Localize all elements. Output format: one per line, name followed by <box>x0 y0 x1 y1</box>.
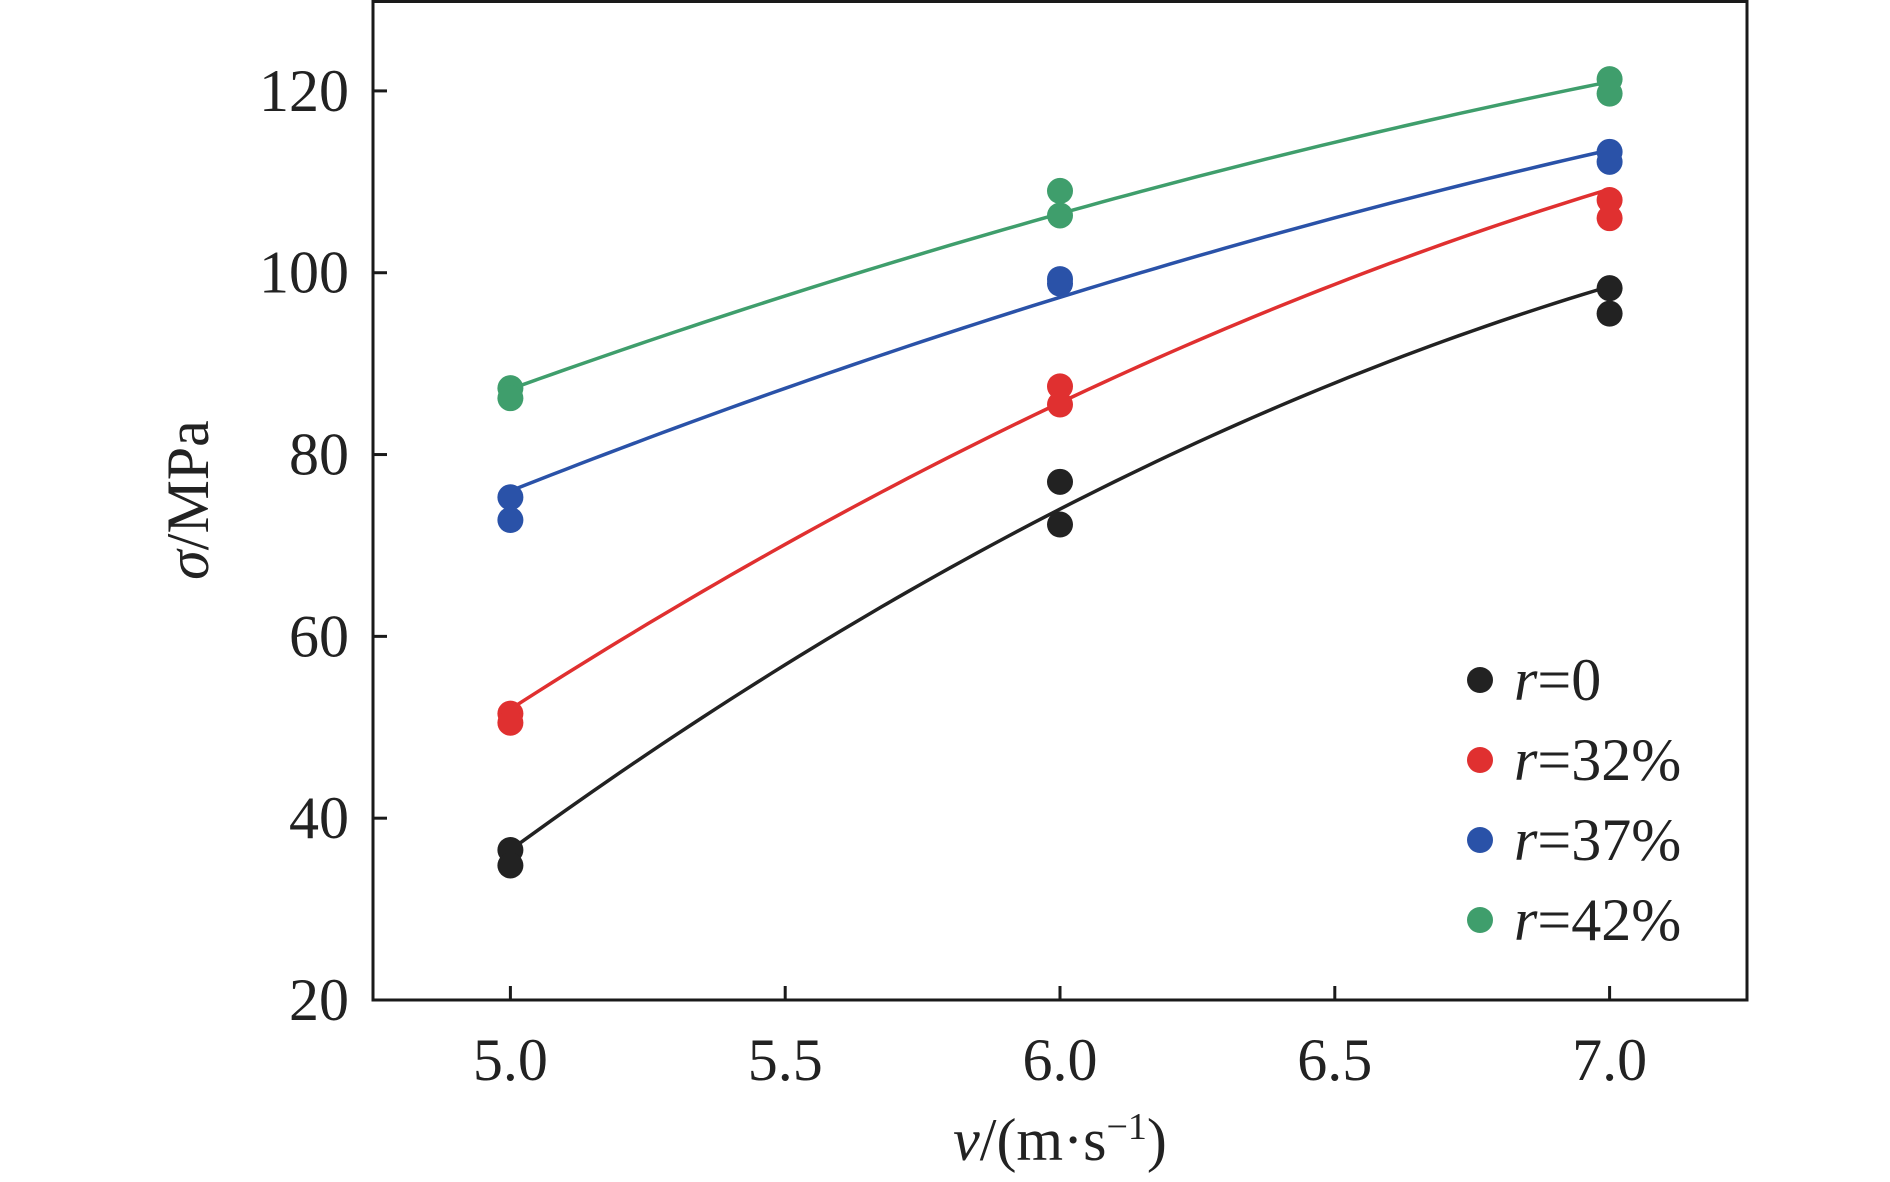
data-point-series-0 <box>1596 300 1623 327</box>
data-point-series-2 <box>497 507 524 533</box>
y-tick-label: 20 <box>289 967 349 1033</box>
data-point-series-1 <box>1596 205 1623 232</box>
data-point-series-2 <box>1596 148 1623 175</box>
x-tick-label: 5.0 <box>473 1027 548 1093</box>
legend-label-series-2: r=37% <box>1514 807 1681 873</box>
legend-marker-series-3 <box>1467 907 1493 933</box>
data-point-series-3 <box>1596 80 1623 107</box>
legend: r=0 r=32% r=37% r=42% <box>1467 647 1681 953</box>
x-tick-label: 7.0 <box>1572 1027 1647 1093</box>
axes: 5.0 5.5 6.0 6.5 7.0 20 40 60 80 100 120 v/(m·s−1) σ/… <box>155 0 1749 1173</box>
legend-label-series-3: r=42% <box>1514 887 1681 953</box>
x-tick-label: 5.5 <box>748 1027 823 1093</box>
legend-marker-series-2 <box>1467 827 1493 853</box>
data-point-series-1 <box>497 709 524 736</box>
data-point-series-2 <box>1047 270 1073 297</box>
legend-label-series-1: r=32% <box>1514 727 1681 793</box>
x-tick-label: 6.5 <box>1297 1027 1372 1093</box>
y-tick-label: 100 <box>259 240 349 306</box>
legend-label-series-0: r=0 <box>1514 647 1601 713</box>
data-point-series-0 <box>1047 468 1073 495</box>
data-point-series-0 <box>1596 275 1623 302</box>
data-point-series-0 <box>497 852 524 879</box>
fit-line-series-0 <box>509 284 1611 852</box>
data-point-series-2 <box>497 484 524 511</box>
y-tick-label: 120 <box>259 58 349 124</box>
data-point-series-1 <box>1047 373 1073 400</box>
y-tick-label: 40 <box>289 785 349 851</box>
legend-marker-series-1 <box>1467 747 1493 773</box>
y-tick-label: 80 <box>289 422 349 488</box>
x-axis-label: v/(m·s−1) <box>953 1106 1167 1173</box>
data-point-series-1 <box>1047 391 1073 418</box>
data-point-series-1 <box>1596 187 1623 213</box>
plot-area <box>497 66 1623 879</box>
x-tick-label: 6.0 <box>1023 1027 1098 1093</box>
data-point-series-0 <box>1047 511 1073 538</box>
fit-line-series-3 <box>509 80 1610 391</box>
legend-marker-series-0 <box>1467 667 1493 693</box>
data-point-series-3 <box>1047 177 1073 204</box>
y-tick-label: 60 <box>289 603 349 669</box>
data-point-series-3 <box>1047 202 1073 229</box>
data-point-series-3 <box>497 385 524 412</box>
y-axis-label: σ/MPa <box>155 420 221 580</box>
fit-line-series-2 <box>509 148 1610 493</box>
